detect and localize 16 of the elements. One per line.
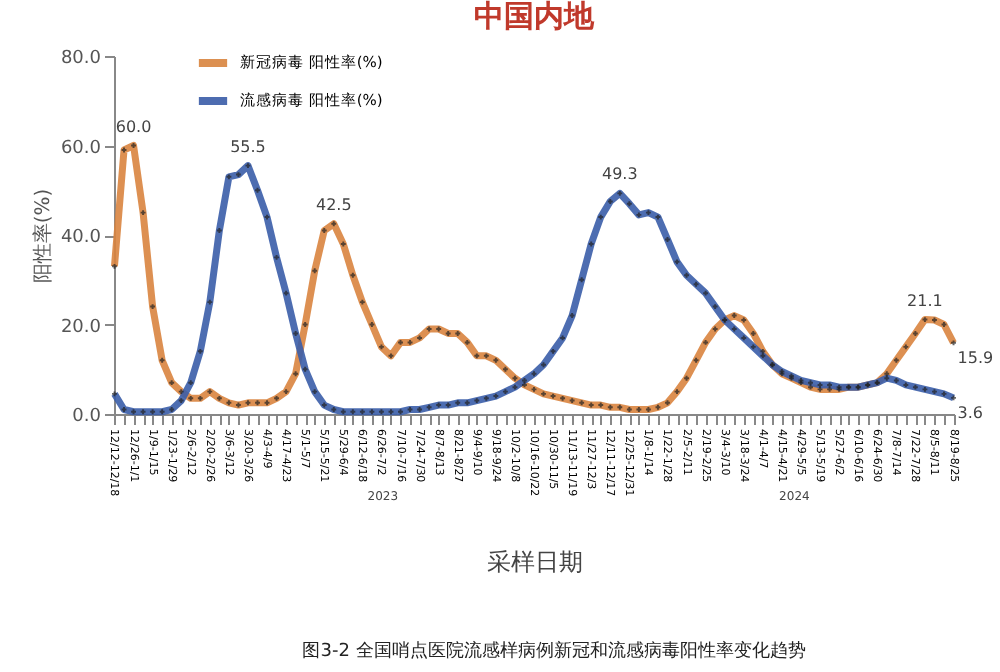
data-label: 15.9 — [957, 348, 994, 367]
data-label: 3.6 — [957, 403, 983, 422]
y-tick-label: 60.0 — [60, 138, 102, 159]
y-tick-label: 80.0 — [60, 49, 102, 69]
data-label: 60.0 — [115, 117, 152, 136]
chart-title: 中国内地 — [474, 0, 596, 34]
y-tick-label: 20.0 — [60, 317, 102, 338]
data-label: 42.5 — [315, 195, 352, 214]
caption: 图3-2 全国哨点医院流感样病例新冠和流感病毒阳性率变化趋势 — [302, 640, 806, 662]
x-axis-title: 采样日期 — [487, 548, 583, 577]
data-label: 55.5 — [230, 137, 266, 156]
data-label: 49.3 — [602, 165, 638, 184]
y-tick-label: 0.0 — [72, 407, 102, 427]
y-tick-label: 40.0 — [60, 228, 102, 248]
data-label: 21.1 — [907, 291, 943, 310]
y-axis-title: 阳性率(%) — [30, 188, 55, 284]
